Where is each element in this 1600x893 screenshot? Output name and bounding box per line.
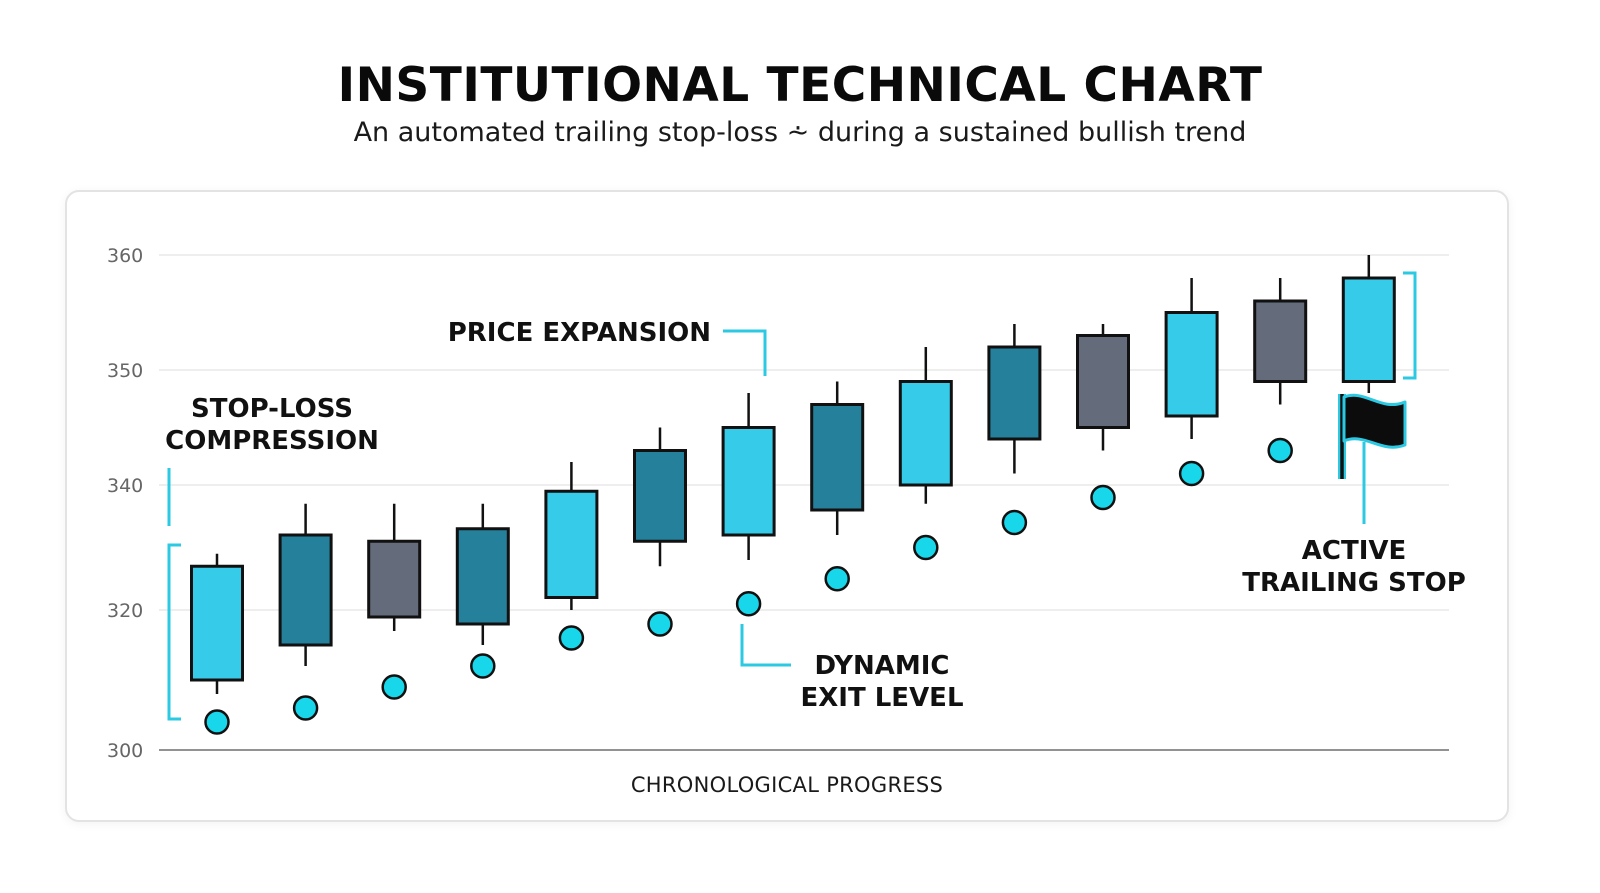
annotation-stop-loss-compression: STOP-LOSS [191,394,353,424]
candle [721,393,776,560]
annotation-dynamic-exit-level: DYNAMIC [814,651,949,681]
trailing-stop-point [470,653,496,679]
candle-body [544,489,599,599]
trailing-stop-point [913,534,939,561]
candle-body [1253,299,1308,383]
candle-body [1164,311,1219,418]
y-tick-label: 360 [107,245,143,267]
annotation-bracket [167,543,181,721]
candle-body [898,380,953,487]
flag-icon [1338,393,1407,479]
candle [898,347,953,504]
trailing-stop-point [1267,437,1293,464]
candle [455,503,510,645]
chart-subtitle: An automated trailing stop-loss ⩪ during… [353,117,1247,148]
y-tick-label: 320 [107,600,143,622]
trailing-stop-point [204,709,230,735]
candle-body [278,533,333,647]
candle [1341,255,1396,393]
annotation-active-trailing-stop: TRAILING STOP [1242,568,1466,598]
trailing-stop-point [1001,509,1028,536]
trailing-stop-point [381,674,407,700]
annotation-stop-loss-compression: COMPRESSION [165,426,379,456]
y-tick-label: 350 [107,360,143,382]
candle-body [1341,276,1396,383]
candle [633,427,687,567]
trailing-stop-point [292,695,319,721]
candle [278,503,333,666]
candle [190,553,244,694]
candle [544,462,599,610]
trailing-stop-point [558,625,585,651]
candlestick-chart: 300 320 340 350 360 CHRONOLOGICAL PROGRESS ST… [107,245,1466,797]
trailing-stop-point [1178,460,1205,487]
candle-body [455,527,510,626]
candle [987,324,1042,474]
x-axis-label: CHRONOLOGICAL PROGRESS [631,773,943,797]
annotation-dynamic-exit-level: EXIT LEVEL [800,683,963,713]
chart-card: 300 320 340 350 360 CHRONOLOGICAL PROGRESS ST… [65,190,1509,822]
candle-body [810,403,865,512]
candle [1253,278,1308,405]
candle [1076,324,1130,451]
trailing-stop-point [647,611,673,637]
annotation-price-expansion: PRICE EXPANSION [448,318,711,348]
candle [367,503,422,631]
chart-title: INSTITUTIONAL TECHNICAL CHART [337,58,1263,113]
flag-cloth [1342,393,1407,449]
y-tick-label: 300 [107,740,143,762]
trailing-stop-point [735,591,762,617]
annotation-connector [740,624,791,667]
annotation-active-trailing-stop: ACTIVE [1302,536,1407,566]
candle [810,381,865,535]
candle-body [190,564,244,682]
annotation-connector [723,329,767,376]
annotation-bracket [1403,271,1417,380]
candle [1164,278,1219,439]
candle-body [987,345,1042,441]
y-tick-label: 340 [107,475,143,497]
candle-body [633,449,687,543]
candle-body [721,426,776,537]
candle-body [367,539,422,619]
trailing-stop-point [824,566,850,592]
candle-body [1076,334,1130,429]
trailing-stop-point [1090,484,1116,511]
